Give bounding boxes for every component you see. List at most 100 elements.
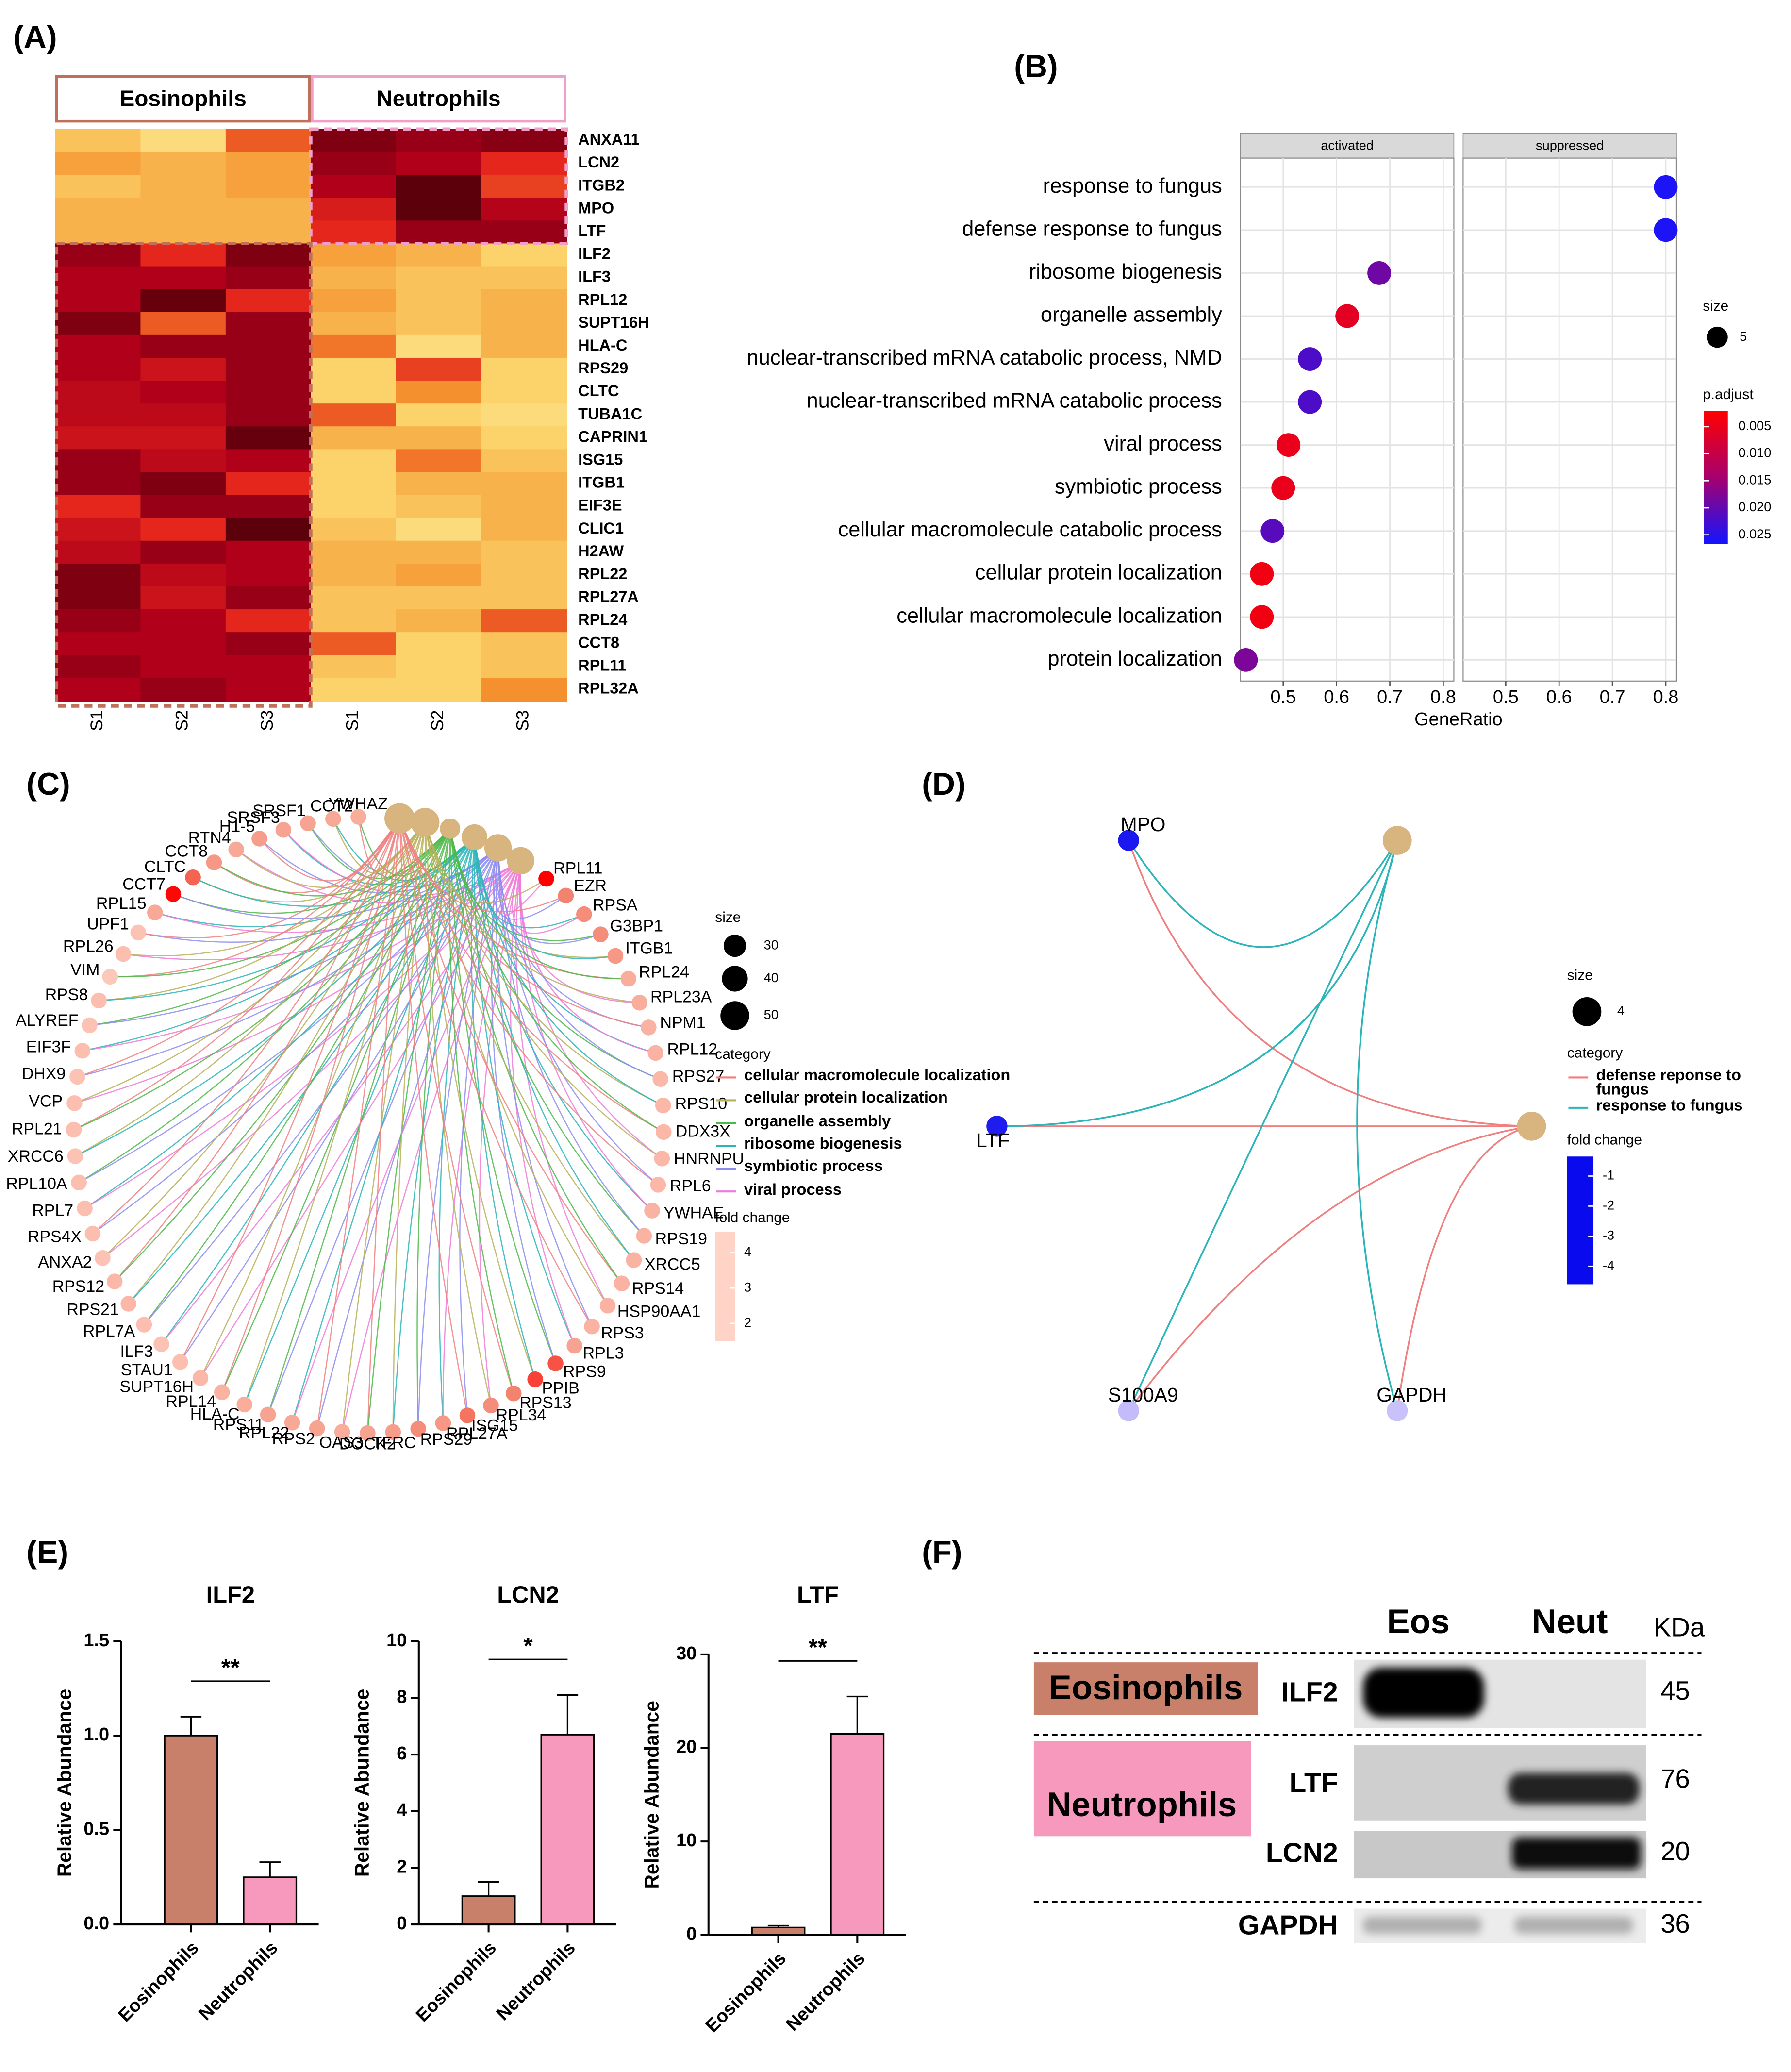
blot-band	[1363, 1916, 1482, 1934]
heat-cell	[225, 540, 312, 565]
blot-band	[1514, 1916, 1633, 1934]
bar	[540, 1734, 595, 1925]
gene-node	[644, 1203, 660, 1219]
dot	[1271, 476, 1295, 500]
edge	[99, 836, 475, 1002]
y-tick-label: 1.5	[83, 1630, 109, 1651]
edge	[79, 828, 451, 1183]
legend-label: 5	[1740, 329, 1747, 344]
node-label: RPS21	[66, 1301, 118, 1319]
gene-node	[172, 1354, 188, 1370]
gene-node	[309, 1420, 325, 1437]
heat-cell	[140, 175, 227, 199]
legend-item-box: organelle assembly	[744, 1114, 891, 1130]
edge	[282, 829, 475, 886]
heat-cell	[481, 495, 567, 519]
edge	[519, 860, 656, 1054]
heat-cell	[55, 403, 142, 427]
node-label: RPL14	[166, 1392, 216, 1411]
legend-item: organelle assembly	[744, 1114, 891, 1130]
heat-cell	[55, 609, 142, 633]
node-label: LTF	[976, 1129, 1010, 1152]
x-tick-label: Eosinophils	[412, 1938, 500, 2026]
gene-node	[483, 1397, 499, 1414]
legend-item: cellular macromolecule localization	[744, 1068, 1011, 1085]
edge	[180, 818, 400, 1363]
y-axis-label: Relative Abundance	[351, 1689, 373, 1877]
node-label: GAPDH	[1376, 1384, 1447, 1406]
chart-title: LCN2	[497, 1582, 559, 1608]
heat-cell	[225, 563, 312, 587]
heat-cell	[140, 403, 227, 427]
node-label: HSP90AA1	[617, 1303, 701, 1321]
heat-cell	[311, 563, 397, 587]
gene-node	[102, 969, 118, 985]
legend-item: viral process	[744, 1182, 842, 1198]
row-label: RPS29	[578, 359, 628, 377]
gene-node	[84, 1225, 101, 1242]
heat-cell	[481, 472, 567, 496]
heat-cell	[225, 655, 312, 679]
heat-cell	[396, 540, 482, 565]
heat-cell	[311, 357, 397, 382]
heat-cell	[311, 334, 397, 359]
heat-cell	[396, 609, 482, 633]
heat-cell	[481, 426, 567, 450]
edge	[399, 818, 593, 1327]
category-node	[461, 824, 488, 851]
row-label: CAPRIN1	[578, 428, 647, 445]
y-tick-label: ribosome biogenesis	[1029, 260, 1222, 284]
node-label: RTN4	[188, 829, 231, 847]
heat-cell	[311, 243, 397, 267]
legend-item: symbiotic process	[744, 1159, 883, 1175]
edge	[424, 822, 616, 958]
highlight-box	[55, 242, 313, 708]
category-node	[440, 818, 461, 839]
heat-cell	[396, 472, 482, 496]
heat-cell	[55, 472, 142, 496]
edge	[1128, 840, 1398, 1411]
heat-cell	[225, 381, 312, 404]
node-label: YWHAZ	[328, 795, 387, 813]
blot-band	[1511, 1838, 1641, 1870]
heat-cell	[481, 586, 567, 610]
dot	[1298, 390, 1322, 414]
heat-cell	[140, 678, 227, 702]
heat-cell	[396, 381, 482, 404]
node-label: VCP	[29, 1092, 63, 1111]
colorbar	[715, 1231, 735, 1341]
colorbar-label: 2	[744, 1315, 751, 1330]
dot	[1250, 562, 1274, 586]
gene-node	[192, 1370, 209, 1386]
gene-node	[654, 1151, 670, 1167]
gene-node	[115, 946, 132, 962]
protein-label: LCN2	[1266, 1837, 1338, 1868]
heat-cell	[140, 129, 227, 153]
edge	[1356, 840, 1398, 1411]
y-tick-label: nuclear-transcribed mRNA catabolic proce…	[746, 346, 1222, 369]
x-tick-label: 0.8	[1430, 687, 1456, 707]
heat-cell	[311, 540, 397, 565]
gene-node	[620, 970, 637, 987]
colorbar-label: -2	[1603, 1198, 1614, 1213]
y-axis-label: Relative Abundance	[641, 1701, 663, 1888]
panel-label: (D)	[922, 766, 965, 802]
heat-cell	[55, 312, 142, 336]
heat-cell	[55, 426, 142, 450]
heat-cell	[311, 198, 397, 221]
plot-panel	[1462, 157, 1677, 682]
category-node	[1382, 826, 1412, 855]
heat-cell	[140, 632, 227, 656]
legend-title: fold change	[1567, 1132, 1642, 1148]
facet-label: suppressed	[1536, 137, 1604, 152]
heat-cell	[140, 312, 227, 336]
edge	[449, 828, 601, 941]
node-label: RPS3	[601, 1324, 644, 1342]
edge	[474, 837, 616, 959]
legend-item-box: cellular protein localization	[744, 1091, 948, 1105]
row-label: CLIC1	[578, 519, 624, 537]
edge	[316, 818, 400, 1429]
y-tick-label: response to fungus	[1043, 174, 1222, 198]
legend-label: 30	[764, 937, 779, 952]
heat-cell	[396, 129, 482, 153]
